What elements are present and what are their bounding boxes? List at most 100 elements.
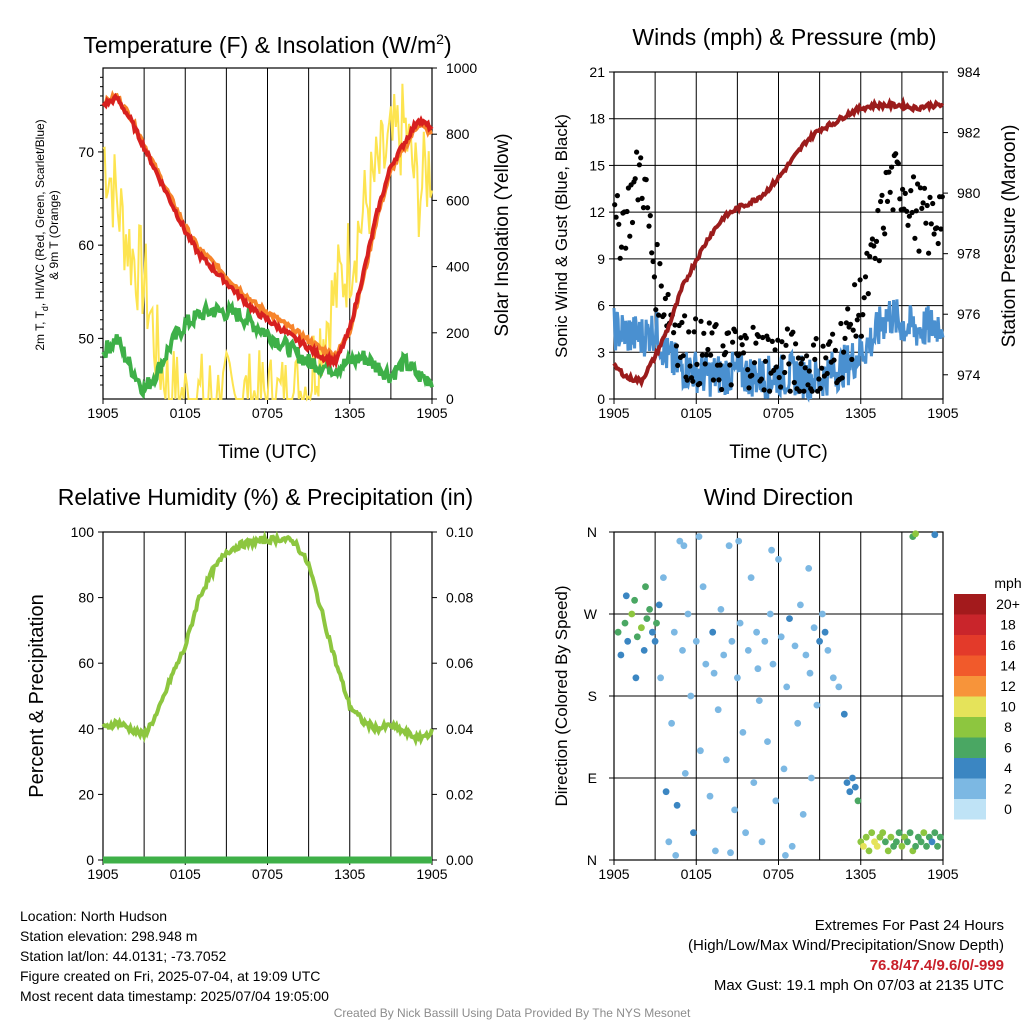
credit-line: Created By Nick Bassill Using Data Provi… [333, 1006, 691, 1020]
dir-point [699, 583, 707, 591]
rh-xtick-label-0: 1905 [87, 866, 118, 882]
wind-gust-point [797, 388, 803, 394]
dir-legend-label-10: 0 [1004, 801, 1012, 817]
dir-xtick-label-4: 1905 [927, 866, 958, 882]
wind-gust-point [679, 319, 685, 326]
wind-gust-point [617, 255, 623, 261]
wind-gust-point [694, 361, 700, 367]
dir-point [931, 829, 939, 837]
wind-gust-point [699, 352, 706, 358]
wind-gust-point [623, 245, 629, 251]
dir-point [676, 537, 684, 545]
wind-gust-point [656, 312, 662, 318]
wind-pressure-line [612, 96, 945, 389]
dir-point [673, 801, 681, 809]
wind-gust-point [865, 291, 871, 297]
dir-legend-swatch-9 [954, 778, 986, 799]
wind-gust-point [758, 376, 765, 382]
dir-point [849, 774, 856, 782]
dir-point [753, 628, 760, 636]
wind-gust-point [634, 149, 640, 155]
dir-legend-swatch-3 [954, 655, 986, 676]
wind-gust-point [879, 192, 885, 198]
dir-point [931, 531, 939, 539]
temp-ytick-right-label-5: 1000 [446, 60, 477, 76]
wind-gust-point [915, 181, 921, 187]
rh-ytick-right-label-1: 0.02 [446, 786, 473, 802]
dir-xtick-label-0: 1905 [598, 866, 629, 882]
wind-gust-point [616, 221, 622, 227]
temp-title-end: ) [444, 32, 452, 58]
rh-ytick-right-label-2: 0.04 [446, 721, 473, 737]
wind-gust-point [613, 214, 619, 220]
dir-point [697, 747, 704, 755]
wind-gust-point [889, 164, 895, 170]
dir-point [720, 651, 728, 659]
wind-gust-point [717, 362, 723, 368]
wind-gust-point [819, 365, 825, 371]
wind-xtick-label-0: 1905 [598, 405, 629, 421]
wind-gust-point [673, 343, 680, 349]
wind-gust-point [849, 356, 855, 362]
dir-point [846, 788, 854, 796]
dir-point [672, 852, 680, 859]
dir-legend-swatch-2 [954, 635, 986, 656]
dir-point [680, 542, 688, 550]
dir-legend-label-5: 10 [1000, 699, 1016, 715]
wind-gust-point [658, 283, 664, 289]
rh-ytick-left-label-5: 100 [71, 524, 95, 540]
wind-gust-point [895, 160, 902, 167]
wind-gust-point [661, 312, 667, 318]
wind-ytick-left-label-1: 3 [597, 344, 605, 360]
wind-gust-point [765, 336, 771, 342]
dir-point [865, 847, 873, 855]
wind-gust-point [703, 352, 710, 358]
wind-gust-point [653, 307, 659, 313]
wind-xtick-label-2: 0705 [763, 405, 794, 421]
wind-gust-point [798, 361, 804, 367]
station-location: Location: North Hudson [20, 908, 168, 924]
dir-ylabel-left: Direction (Colored By Speed) [552, 585, 571, 806]
wind-gust-point [813, 336, 819, 342]
wind-gust-point [753, 340, 759, 346]
wind-ytick-right-label-0: 974 [957, 367, 981, 383]
dir-point [739, 729, 747, 736]
wind-gust-point [627, 233, 633, 239]
dir-legend-label-7: 6 [1004, 740, 1012, 756]
dir-point [706, 792, 714, 800]
wind-gust-point [650, 258, 656, 265]
temp-xlabel: Time (UTC) [218, 442, 317, 463]
wind-gust-point [905, 222, 911, 228]
wind-ylabel-left-group: Sonic Wind & Gust (Blue, Black) [552, 114, 571, 358]
wind-gust-point [920, 200, 926, 206]
dir-point [882, 838, 889, 846]
rh-ylabel-left: Percent & Precipitation [26, 594, 48, 797]
dir-legend-title: mph [994, 575, 1021, 591]
wind-gust-point [624, 208, 630, 215]
wind-gust-point [873, 238, 880, 244]
dir-point [893, 838, 900, 846]
temp-ylabel-part-1: d [40, 306, 50, 311]
dir-legend-label-1: 18 [1000, 617, 1016, 633]
dir-point [772, 797, 780, 805]
wind-gust-point [760, 334, 766, 341]
dir-point [805, 565, 813, 572]
wind-gust-point [880, 225, 887, 231]
wind-gust-point [827, 339, 833, 345]
wind-gust-point [750, 324, 756, 330]
wind-gust-point [875, 207, 881, 214]
wind-gust-point [854, 317, 860, 323]
dir-point [632, 674, 640, 682]
temp-ylabel-left-line2: & 9m T (Orange) [47, 190, 61, 280]
dir-point [840, 710, 848, 718]
wind-gust-point [751, 360, 758, 366]
wind-gust-point [904, 208, 910, 214]
wind-gust-point [767, 388, 773, 394]
wind-ytick-right-label-2: 978 [957, 246, 981, 262]
temp-ytick-right-label-3: 600 [446, 192, 470, 208]
wind-gust-point [719, 386, 725, 393]
wind-gust-point [775, 337, 781, 343]
wind-gust-point [872, 255, 878, 261]
dir-legend-label-0: 20+ [996, 596, 1020, 612]
dir-ytick-label-4: N [587, 524, 597, 540]
